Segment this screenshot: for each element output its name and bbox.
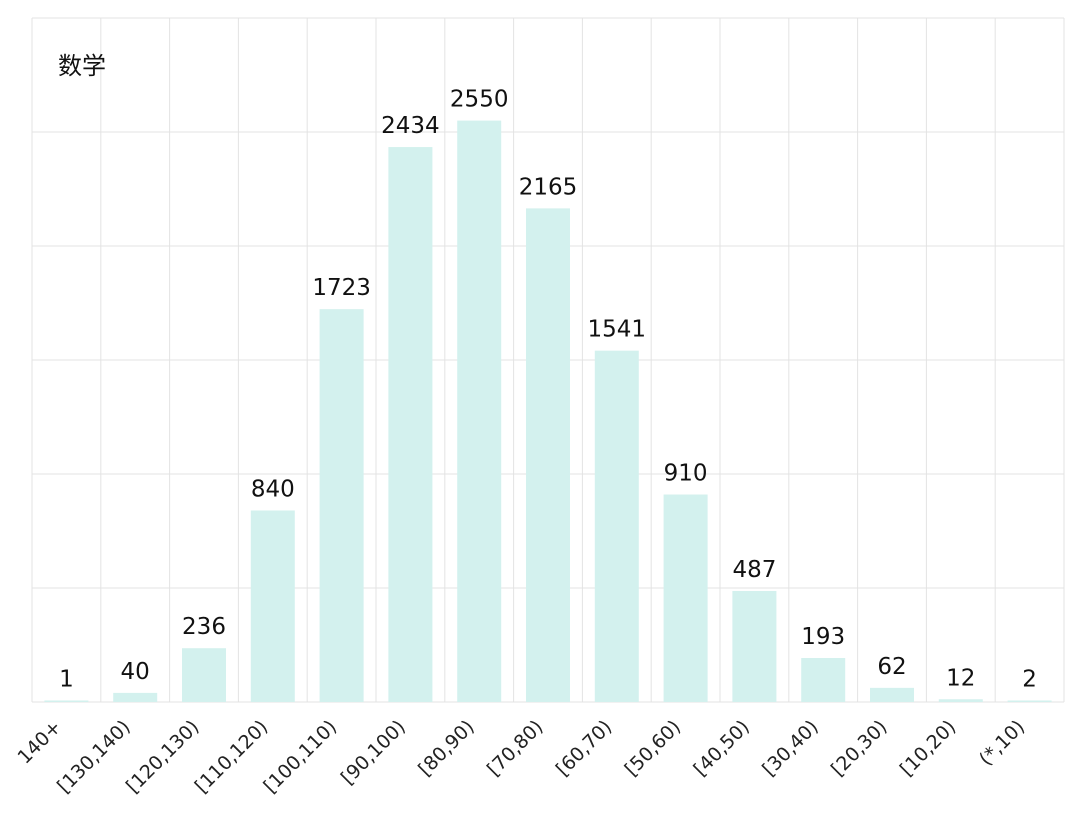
bar [250, 510, 295, 702]
data-label: 1723 [312, 275, 371, 301]
x-tick-label: [90,100) [337, 716, 410, 789]
bars [44, 120, 1052, 703]
data-label: 2165 [519, 174, 578, 200]
data-label: 840 [251, 476, 295, 502]
bar [113, 692, 158, 702]
x-axis-tick-labels: 140+[130,140)[120,130)[110,120)[100,110)… [13, 716, 1029, 798]
data-label: 1541 [588, 317, 647, 343]
x-tick-label: [60,70) [552, 716, 617, 781]
bar [663, 494, 708, 702]
chart-title: 数学 [58, 52, 106, 80]
bar [319, 309, 364, 702]
data-label: 2550 [450, 87, 509, 113]
x-tick-label: 140+ [13, 716, 65, 768]
x-tick-label: [30,40) [758, 716, 823, 781]
x-tick-label: [10,20) [896, 716, 961, 781]
x-tick-label: [40,50) [689, 716, 754, 781]
x-tick-label: [80,90) [414, 716, 479, 781]
data-label: 193 [801, 624, 845, 650]
x-tick-label: (*,10) [975, 716, 1029, 770]
x-tick-label: [110,120) [191, 716, 273, 798]
x-tick-label: [130,140) [53, 716, 135, 798]
data-label: 236 [182, 614, 226, 640]
bar [732, 590, 777, 702]
data-label: 2 [1022, 667, 1037, 693]
data-label: 1 [59, 667, 74, 693]
x-tick-label: [70,80) [483, 716, 548, 781]
bar [44, 700, 89, 702]
x-tick-label: [100,110) [260, 716, 342, 798]
bar [526, 208, 570, 702]
data-label: 40 [121, 659, 150, 685]
bar [594, 350, 639, 702]
value-labels: 1 40 236 840 1723 2434 2550 2165 1541 910 487 193 62… [59, 87, 1037, 693]
x-tick-label: [50,60) [621, 716, 686, 781]
x-tick-label: [20,30) [827, 716, 892, 781]
bar [938, 699, 983, 702]
data-label: 12 [946, 665, 975, 691]
data-label: 62 [877, 654, 906, 680]
data-label: 487 [732, 557, 776, 583]
bar [801, 657, 846, 702]
bar [388, 147, 433, 703]
bar [870, 687, 914, 702]
bar [457, 120, 502, 703]
x-tick-label: [120,130) [122, 716, 204, 798]
data-label: 910 [664, 461, 708, 487]
data-label: 2434 [381, 113, 440, 139]
bar [182, 648, 226, 702]
bar [1007, 700, 1052, 702]
